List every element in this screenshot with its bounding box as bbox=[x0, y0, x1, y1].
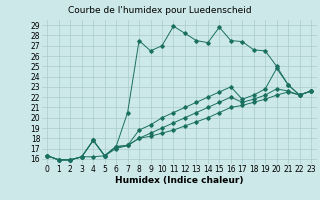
Text: Courbe de l'humidex pour Luedenscheid: Courbe de l'humidex pour Luedenscheid bbox=[68, 6, 252, 15]
X-axis label: Humidex (Indice chaleur): Humidex (Indice chaleur) bbox=[115, 176, 244, 185]
